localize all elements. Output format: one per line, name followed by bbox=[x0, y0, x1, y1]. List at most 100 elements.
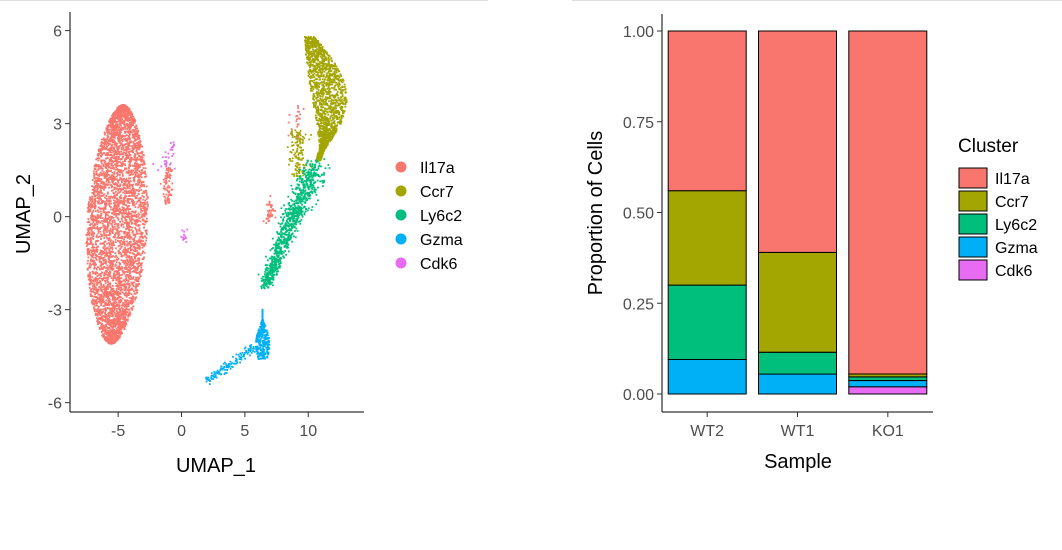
umap-point bbox=[124, 299, 126, 302]
umap-point bbox=[144, 210, 146, 212]
umap-point bbox=[91, 282, 94, 285]
umap-point bbox=[128, 190, 130, 192]
umap-point bbox=[107, 128, 110, 131]
umap-point bbox=[118, 335, 121, 338]
umap-point bbox=[99, 322, 101, 325]
umap-point bbox=[93, 291, 96, 294]
umap-point bbox=[145, 211, 148, 214]
umap-point bbox=[120, 327, 123, 330]
umap-point bbox=[118, 237, 121, 239]
umap-point bbox=[109, 200, 112, 202]
umap-point bbox=[111, 246, 114, 249]
umap-point bbox=[111, 140, 114, 142]
umap-point bbox=[125, 171, 128, 173]
umap-point bbox=[117, 284, 120, 287]
umap-point bbox=[135, 124, 138, 127]
umap-point bbox=[104, 338, 107, 341]
umap-point bbox=[138, 245, 141, 247]
umap-point bbox=[125, 150, 128, 153]
umap-point bbox=[126, 185, 128, 188]
umap-point bbox=[100, 162, 103, 165]
umap-point bbox=[133, 211, 136, 214]
umap-point bbox=[141, 205, 144, 208]
umap-point bbox=[101, 173, 104, 175]
umap-point bbox=[112, 118, 115, 121]
umap-point bbox=[117, 267, 120, 270]
umap-point bbox=[124, 219, 127, 222]
umap-point bbox=[88, 253, 91, 255]
umap-point bbox=[131, 123, 134, 126]
umap-point bbox=[109, 232, 112, 235]
umap-point bbox=[126, 128, 128, 130]
umap-point bbox=[100, 283, 102, 285]
umap-point bbox=[132, 281, 135, 284]
umap-point bbox=[100, 214, 102, 217]
umap-point bbox=[125, 256, 128, 259]
umap-point bbox=[103, 259, 106, 262]
umap-point bbox=[288, 114, 291, 116]
umap-point bbox=[118, 321, 121, 324]
umap-point bbox=[134, 176, 136, 178]
umap-point bbox=[167, 169, 169, 172]
umap-point bbox=[113, 338, 116, 340]
umap-point bbox=[169, 167, 171, 170]
umap-point bbox=[134, 135, 137, 137]
umap-point bbox=[114, 196, 117, 198]
umap-point bbox=[98, 215, 101, 218]
umap-point bbox=[133, 204, 136, 206]
umap-point bbox=[120, 147, 123, 149]
umap-point bbox=[109, 266, 111, 269]
umap-point bbox=[119, 263, 121, 266]
umap-point bbox=[135, 280, 138, 282]
umap-point bbox=[137, 206, 140, 209]
umap-point bbox=[103, 336, 106, 339]
umap-point bbox=[114, 182, 117, 184]
umap-point bbox=[96, 240, 98, 242]
umap-point bbox=[133, 148, 135, 150]
umap-point bbox=[117, 210, 120, 213]
umap-point bbox=[120, 259, 123, 262]
umap-point bbox=[103, 175, 106, 177]
umap-point bbox=[116, 147, 119, 149]
umap-point bbox=[120, 237, 122, 239]
umap-point bbox=[101, 195, 103, 197]
umap-point bbox=[111, 336, 113, 339]
umap-point bbox=[125, 323, 128, 326]
umap-point bbox=[116, 224, 119, 227]
umap-point bbox=[104, 320, 106, 323]
umap-point bbox=[318, 83, 321, 85]
umap-point bbox=[103, 146, 106, 149]
umap-point bbox=[132, 183, 134, 186]
umap-point bbox=[95, 310, 98, 313]
umap-point bbox=[265, 222, 268, 224]
umap-point bbox=[106, 213, 108, 216]
umap-point bbox=[107, 276, 109, 279]
umap-point bbox=[101, 167, 104, 170]
umap-point bbox=[114, 207, 116, 210]
umap-point bbox=[135, 214, 138, 217]
umap-point bbox=[308, 50, 311, 53]
umap-point bbox=[119, 317, 122, 319]
umap-point bbox=[110, 206, 112, 208]
umap-point bbox=[112, 133, 115, 136]
umap-point bbox=[338, 122, 341, 125]
umap-point bbox=[120, 284, 122, 286]
umap-point bbox=[93, 252, 96, 255]
umap-point bbox=[145, 175, 148, 178]
umap-point bbox=[113, 143, 116, 146]
umap-point bbox=[88, 198, 91, 201]
umap-point bbox=[146, 208, 149, 211]
umap-point bbox=[124, 252, 126, 255]
umap-point bbox=[99, 268, 102, 271]
umap-point bbox=[127, 109, 129, 112]
umap-point bbox=[326, 133, 329, 136]
umap-point bbox=[168, 190, 170, 193]
umap-point bbox=[93, 205, 96, 208]
umap-point bbox=[138, 272, 141, 275]
umap-point bbox=[109, 151, 111, 154]
umap-point bbox=[109, 195, 112, 198]
umap-point bbox=[104, 292, 106, 294]
umap-point bbox=[100, 155, 102, 158]
umap-point bbox=[102, 225, 105, 228]
umap-point bbox=[167, 184, 170, 187]
